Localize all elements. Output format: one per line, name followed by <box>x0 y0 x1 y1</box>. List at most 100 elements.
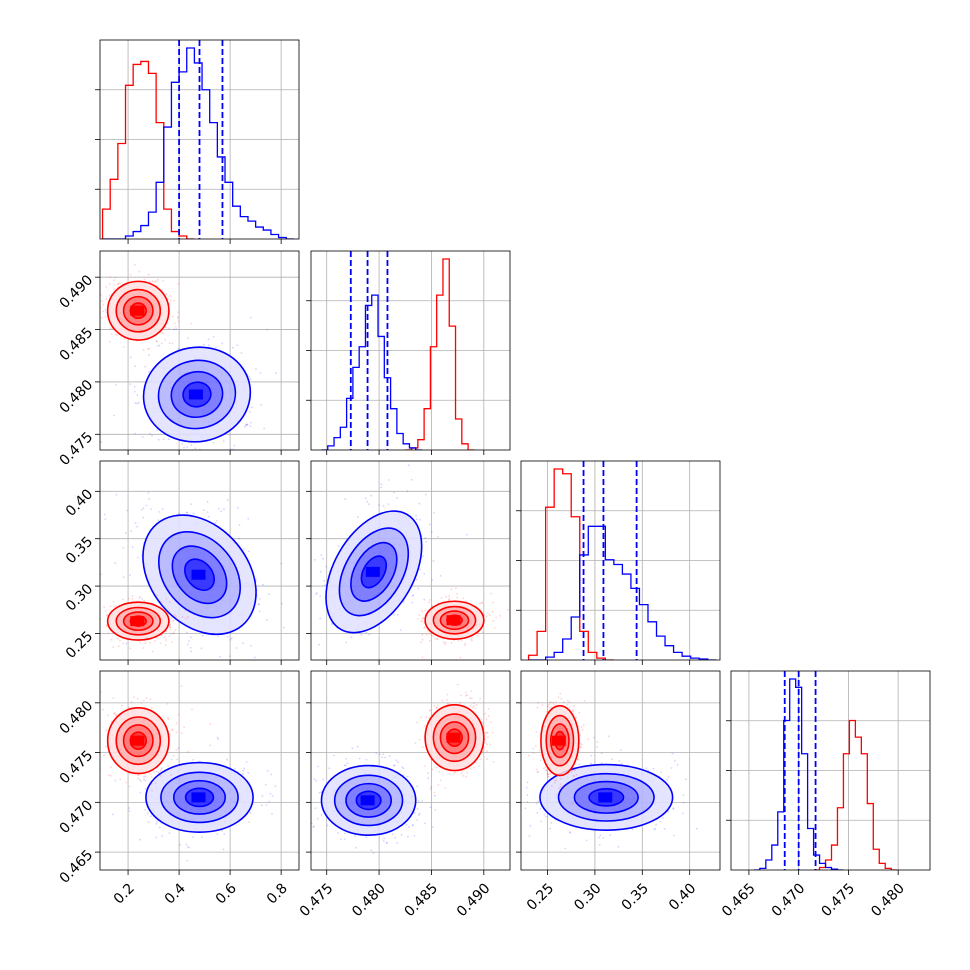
red-sample-point <box>159 774 162 777</box>
red-contour <box>432 605 477 635</box>
blue-sample-point <box>418 502 421 505</box>
red-sample-point <box>490 592 492 595</box>
blue-sample-point <box>207 515 210 518</box>
blue-sample-point <box>215 452 217 454</box>
blue-sample-point <box>357 516 359 518</box>
blue-sample-point <box>695 827 698 830</box>
blue-sample-point <box>185 631 188 634</box>
red-sample-point <box>421 610 423 612</box>
blue-sample-point <box>249 316 252 319</box>
blue-sample-point <box>246 423 249 426</box>
red-contour <box>129 731 148 750</box>
blue-sample-point <box>322 557 324 560</box>
blue-sample-point <box>619 749 622 751</box>
red-sample-point <box>168 601 171 603</box>
red-sample-point <box>96 639 98 641</box>
blue-sample-point <box>158 344 161 347</box>
red-sample-point <box>455 587 457 590</box>
blue-sample-point <box>316 817 319 820</box>
blue-sample-point <box>185 843 188 846</box>
red-sample-point <box>102 310 105 313</box>
blue-sample-point <box>353 675 355 677</box>
blue-sample-point <box>540 820 543 823</box>
blue-sample-point <box>388 755 391 758</box>
blue-sample-point <box>346 762 349 764</box>
blue-sample-point <box>168 342 171 344</box>
blue-sample-point <box>222 440 225 442</box>
red-sample-point <box>104 308 107 311</box>
red-sample-point <box>129 647 132 650</box>
red-sample-point <box>429 788 432 791</box>
blue-sample-point <box>142 516 145 519</box>
red-sample-point <box>472 705 475 707</box>
red-sample-point <box>416 721 418 724</box>
blue-sample-point <box>365 758 368 761</box>
blue-sample-point <box>140 780 142 782</box>
panel-plot-area <box>311 251 510 450</box>
red-sample-point <box>421 617 424 620</box>
red-sample-point <box>170 774 173 776</box>
blue-sample-point <box>549 827 551 830</box>
blue-sample-point <box>415 518 418 521</box>
red-contour <box>446 614 463 626</box>
red-sample-point <box>484 731 487 734</box>
red-sample-point <box>107 632 110 635</box>
red-sample-point <box>96 291 98 293</box>
blue-histogram-3 <box>753 678 844 870</box>
red-sample-point <box>486 732 489 734</box>
red-sample-point <box>96 620 98 622</box>
red-sample-point <box>108 774 110 777</box>
red-sample-point <box>470 638 473 641</box>
blue-sample-point <box>392 764 395 767</box>
red-sample-point <box>128 706 131 709</box>
red-sample-point <box>473 766 475 769</box>
blue-sample-point <box>233 767 236 770</box>
blue-sample-point <box>526 801 529 803</box>
red-sample-point <box>175 722 178 725</box>
blue-sample-point <box>672 807 675 810</box>
blue-sample-point <box>127 807 130 809</box>
blue-sample-point <box>139 791 142 794</box>
blue-sample-point <box>313 558 316 561</box>
blue-sample-point <box>382 840 385 842</box>
red-sample-point <box>121 704 123 707</box>
red-sample-point <box>491 610 494 613</box>
red-sample-point <box>466 771 469 774</box>
blue-contour <box>160 771 239 824</box>
blue-sample-point <box>198 479 200 481</box>
red-histogram-2 <box>527 468 614 660</box>
blue-sample-point <box>134 522 137 524</box>
red-sample-point <box>177 777 179 780</box>
red-sample-point <box>470 697 473 700</box>
blue-sample-point <box>671 752 674 755</box>
red-sample-point <box>142 349 145 352</box>
red-sample-point <box>110 638 113 641</box>
red-sample-point <box>110 333 113 335</box>
red-density-peak <box>446 732 461 743</box>
blue-sample-point <box>360 633 363 636</box>
red-sample-point <box>110 774 112 777</box>
blue-sample-point <box>177 747 180 750</box>
red-sample-point <box>167 718 170 720</box>
blue-sample-point <box>667 776 670 779</box>
blue-sample-point <box>631 828 634 831</box>
blue-sample-point <box>136 402 139 405</box>
blue-sample-point <box>151 434 153 437</box>
red-sample-point <box>169 628 172 631</box>
scatter-panel-1-3 <box>310 670 511 871</box>
red-sample-point <box>421 633 424 636</box>
blue-sample-point <box>406 775 409 778</box>
blue-sample-point <box>424 822 426 825</box>
blue-sample-point <box>221 342 224 345</box>
panel-plot-area <box>731 671 930 870</box>
red-sample-point <box>459 701 462 704</box>
blue-sample-point <box>114 779 117 782</box>
blue-sample-point <box>214 522 217 524</box>
blue-sample-point <box>427 772 429 775</box>
blue-sample-point <box>425 493 427 496</box>
red-sample-point <box>156 637 159 640</box>
blue-histogram-1 <box>321 294 423 450</box>
red-sample-point <box>160 600 162 603</box>
red-sample-point <box>489 743 491 746</box>
red-sample-point <box>539 754 542 757</box>
